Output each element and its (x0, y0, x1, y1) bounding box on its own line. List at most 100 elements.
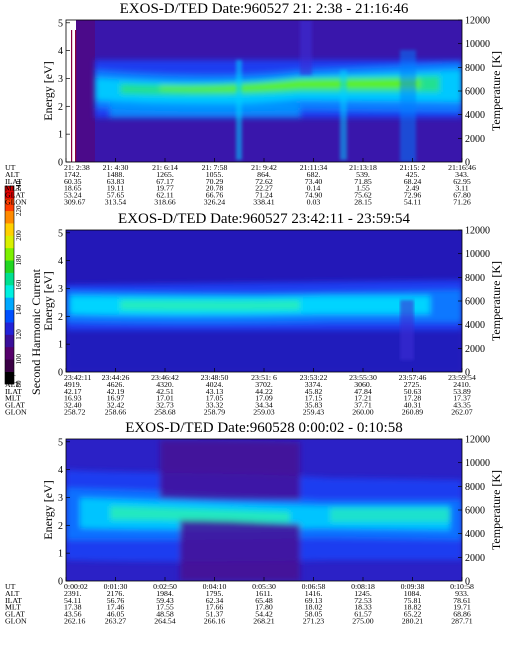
table-cell-glon: 271.23 (303, 617, 325, 626)
y-tick-label: 2 (58, 102, 63, 113)
table-cell-ut: 21:16:46 (448, 163, 476, 172)
table-cell-ut: 23:44:26 (102, 373, 130, 382)
table-cell-alt: 4320. (156, 380, 174, 389)
table-cell-mlt: 17.05 (206, 394, 224, 403)
table-cell-alt: 2725. (404, 380, 422, 389)
table-cell-glat: 67.80 (453, 191, 471, 200)
y2-tick-label: 6000 (465, 297, 485, 308)
y2-tick-label: 12000 (465, 435, 490, 446)
row-label-glat: GLAT (5, 191, 25, 200)
table-cell-glon: 260.89 (402, 408, 424, 417)
table-cell-ilat: 42.19 (107, 387, 125, 396)
colorbar-tick-label: 220 (15, 205, 23, 216)
colorbar-swatches (5, 186, 14, 385)
table-cell-glon: 266.16 (204, 617, 226, 626)
table-cell-ut: 21: 4:30 (103, 163, 129, 172)
table-cell-alt: 4919. (64, 380, 82, 389)
table-cell-mlt: 17.38 (64, 603, 82, 612)
table-cell-ut: 0:05:30 (252, 582, 276, 591)
colorbar-tick-label: 240 (15, 180, 23, 191)
table-cell-ut: 21: 7:58 (202, 163, 228, 172)
table-cell-glat: 71.24 (255, 191, 273, 200)
table-cell-ilat: 60.35 (64, 177, 82, 186)
table-cell-glat: 33.32 (206, 401, 224, 410)
panel-title: EXOS-D/TED Date:960528 0:00:02 - 0:10:58 (125, 420, 402, 436)
y-axis-label-left: Energy [eV] (41, 61, 55, 120)
table-cell-glat: 32.42 (107, 401, 125, 410)
spectrogram-image (66, 20, 462, 162)
table-cell-ilat: 43.13 (206, 387, 224, 396)
table-cell-glat: 48.58 (156, 610, 174, 619)
y2-tick-label: 0 (465, 158, 470, 169)
table-cell-alt: 933. (455, 589, 469, 598)
table-cell-glat: 37.71 (354, 401, 372, 410)
table-cell-mlt: 17.09 (255, 394, 273, 403)
table-cell-ut: 23:59:54 (448, 373, 476, 382)
table-cell-alt: 3374. (305, 380, 323, 389)
y2-tick-label: 2000 (465, 134, 485, 145)
table-cell-mlt: 16.97 (107, 394, 125, 403)
table-cell-ut: 0:02:50 (153, 582, 177, 591)
table-cell-glat: 43.35 (453, 401, 471, 410)
table-cell-mlt: 1.55 (356, 184, 370, 193)
table-cell-glat: 72.96 (404, 191, 422, 200)
table-cell-glon: 258.68 (154, 408, 176, 417)
table-cell-ilat: 72.53 (354, 596, 372, 605)
table-cell-mlt: 18.82 (404, 603, 422, 612)
table-cell-glon: 313.54 (105, 198, 127, 207)
table-cell-ut: 0:09:38 (401, 582, 425, 591)
table-cell-mlt: 0.14 (307, 184, 321, 193)
colorbar: 240 220 200 180 160 140 120 100 80 Second Harmon… (4, 180, 43, 395)
table-cell-alt: 343. (455, 170, 469, 179)
table-cell-glat: 51.37 (206, 610, 224, 619)
table-cell-glon: 268.21 (253, 617, 275, 626)
table-cell-glon: 309.67 (64, 198, 86, 207)
row-label-glat: GLAT (5, 401, 25, 410)
table-cell-ilat: 69.13 (305, 596, 323, 605)
table-cell-alt: 1416. (305, 589, 323, 598)
y2-tick-label: 8000 (465, 63, 485, 74)
table-cell-glat: 62.11 (156, 191, 173, 200)
table-cell-ut: 0:01:30 (104, 582, 128, 591)
table-cell-mlt: 17.55 (156, 603, 174, 612)
table-cell-alt: 1055. (206, 170, 224, 179)
table-cell-mlt: 16.93 (64, 394, 82, 403)
table-cell-alt: 2176. (107, 589, 125, 598)
table-cell-alt: 1742. (64, 170, 82, 179)
table-cell-ilat: 72.62 (255, 177, 273, 186)
table-cell-glat: 58.05 (305, 610, 323, 619)
table-cell-ilat: 42.51 (156, 387, 174, 396)
y2-tick-label: 4000 (465, 110, 485, 121)
table-cell-ut: 23:51: 6 (251, 373, 277, 382)
y2-tick-label: 12000 (465, 16, 490, 27)
table-cell-alt: 2410. (453, 380, 471, 389)
row-label-alt: ALT (5, 589, 20, 598)
table-cell-mlt: 17.01 (156, 394, 174, 403)
y-tick-label: 0 (58, 368, 63, 379)
table-cell-alt: 2391. (64, 589, 82, 598)
y-tick-label: 3 (58, 284, 63, 295)
table-cell-glat: 74.90 (305, 191, 323, 200)
colorbar-label: Second Harmonic Current (29, 268, 43, 395)
table-cell-ilat: 62.95 (453, 177, 471, 186)
y-tick-label: 5 (58, 18, 63, 29)
panel-title: EXOS-D/TED Date:960527 21: 2:38 - 21:16:… (120, 1, 409, 17)
row-label-ut: UT (5, 163, 16, 172)
row-label-glat: GLAT (5, 610, 25, 619)
table-cell-glat: 46.05 (107, 610, 125, 619)
table-cell-mlt: 18.02 (305, 603, 323, 612)
table-cell-glon: 338.41 (253, 198, 275, 207)
table-cell-glat: 68.86 (453, 610, 471, 619)
table-cell-mlt: 17.21 (354, 394, 372, 403)
table-cell-ut: 0:06:58 (302, 582, 326, 591)
y2-tick-label: 4000 (465, 320, 485, 331)
y-tick-label: 1 (58, 549, 63, 560)
table-cell-ut: 21: 2:38 (64, 163, 90, 172)
table-cell-alt: 1984. (156, 589, 174, 598)
table-cell-ilat: 70.29 (206, 177, 224, 186)
row-label-ut: UT (5, 373, 16, 382)
table-cell-ut: 0:00:02 (64, 582, 88, 591)
table-cell-glon: 258.72 (64, 408, 86, 417)
table-cell-glon: 54.11 (404, 198, 421, 207)
